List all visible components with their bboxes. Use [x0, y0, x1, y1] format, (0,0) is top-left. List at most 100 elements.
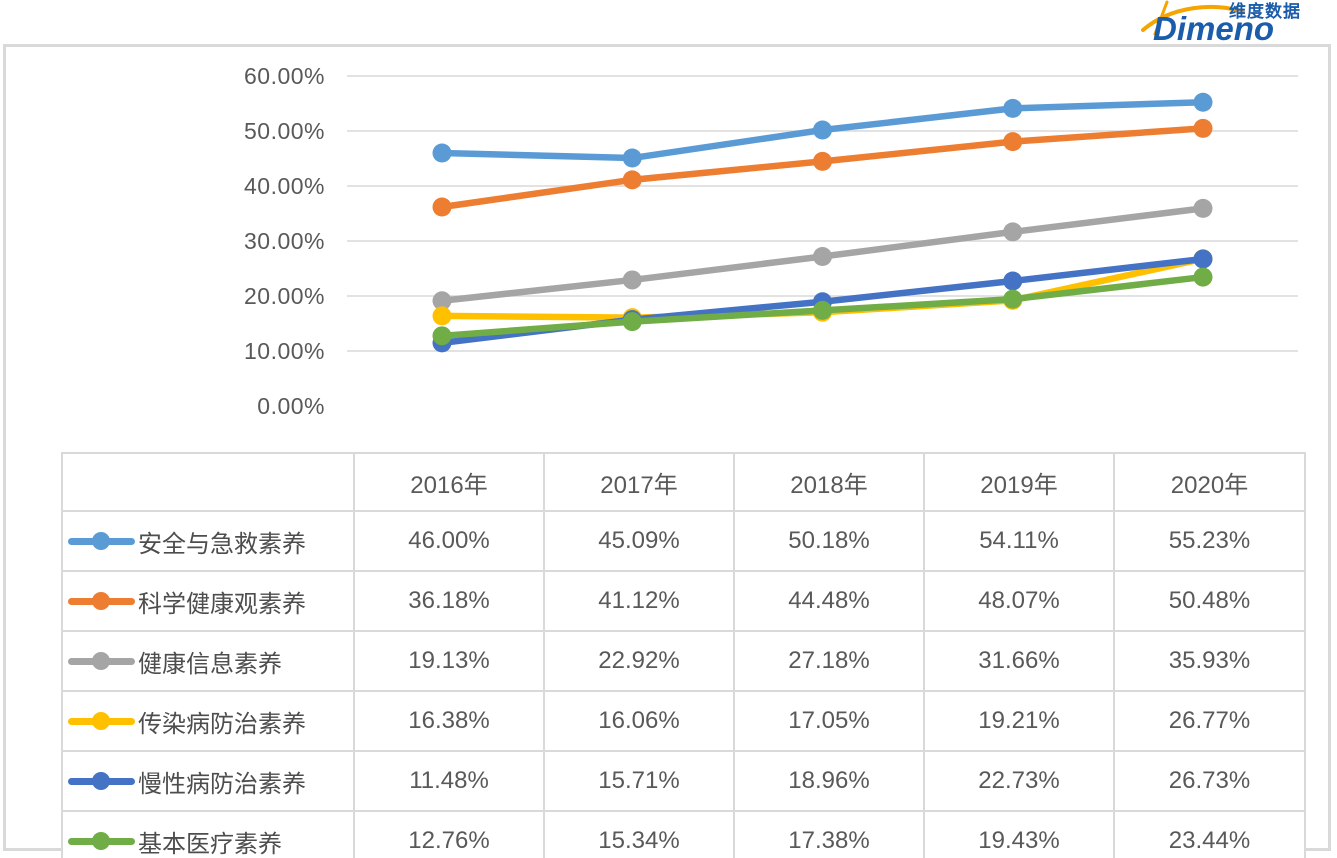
y-axis-tick-label: 10.00% — [243, 338, 325, 364]
value-cell: 18.96% — [733, 750, 925, 812]
value-cell: 17.05% — [733, 690, 925, 752]
data-point — [813, 247, 832, 267]
data-point — [622, 270, 642, 290]
value-cell: 44.48% — [733, 570, 925, 632]
table-row: 传染病防治素养 16.38% 16.06% 17.05% 19.21% 26.77% — [61, 690, 1306, 752]
y-axis-tick-label: 30.00% — [243, 228, 325, 254]
data-point — [432, 326, 452, 346]
data-point — [432, 291, 452, 311]
value-cell: 19.21% — [923, 690, 1115, 752]
table-row: 慢性病防治素养 11.48% 15.71% 18.96% 22.73% 26.73% — [61, 750, 1306, 812]
data-point — [432, 143, 452, 163]
year-header: 2018年 — [733, 452, 925, 512]
table-row: 健康信息素养 19.13% 22.92% 27.18% 31.66% 35.93% — [61, 630, 1306, 692]
value-cell: 22.92% — [543, 630, 735, 692]
value-cell: 50.18% — [733, 510, 925, 572]
data-point — [1003, 222, 1023, 242]
table-header-row: 2016年 2017年 2018年 2019年 2020年 — [61, 452, 1306, 512]
logo-swoosh-tail-icon — [1153, 0, 1169, 36]
series-label-cell: 慢性病防治素养 — [61, 750, 355, 812]
table-row: 安全与急救素养 46.00% 45.09% 50.18% 54.11% 55.23% — [61, 510, 1306, 572]
series-name: 传染病防治素养 — [138, 710, 306, 738]
data-point — [1193, 267, 1213, 287]
value-cell: 31.66% — [923, 630, 1115, 692]
y-axis-tick-label: 20.00% — [243, 283, 325, 309]
value-cell: 23.44% — [1113, 810, 1306, 858]
value-cell: 35.93% — [1113, 630, 1306, 692]
logo-brand-cn-text: 维度数据 — [1229, 1, 1301, 21]
series-label-cell: 传染病防治素养 — [61, 690, 355, 752]
value-cell: 46.00% — [353, 510, 545, 572]
series-label-cell: 健康信息素养 — [61, 630, 355, 692]
series-name: 慢性病防治素养 — [138, 770, 306, 798]
data-point — [622, 312, 642, 332]
series-label-cell: 安全与急救素养 — [61, 510, 355, 572]
value-cell: 16.06% — [543, 690, 735, 752]
data-point — [1003, 271, 1023, 291]
value-cell: 15.71% — [543, 750, 735, 812]
dimeno-logo: Dimeno 维度数据 — [1137, 0, 1333, 47]
logo-swoosh-icon — [1141, 4, 1245, 32]
value-cell: 15.34% — [543, 810, 735, 858]
data-point — [1003, 98, 1023, 118]
value-cell: 22.73% — [923, 750, 1115, 812]
series-label-cell: 基本医疗素养 — [61, 810, 355, 858]
data-point — [1003, 132, 1023, 152]
value-cell: 54.11% — [923, 510, 1115, 572]
legend-marker-icon — [68, 711, 135, 731]
value-cell: 48.07% — [923, 570, 1115, 632]
data-table: 2016年 2017年 2018年 2019年 2020年 安全与急救素养 46.00% 4… — [61, 452, 1306, 858]
y-axis-tick-label: 60.00% — [243, 63, 325, 89]
value-cell: 55.23% — [1113, 510, 1306, 572]
data-point — [813, 300, 832, 320]
value-cell: 26.73% — [1113, 750, 1306, 812]
data-point — [813, 120, 832, 140]
series-label-cell: 科学健康观素养 — [61, 570, 355, 632]
value-cell: 11.48% — [353, 750, 545, 812]
y-axis-tick-label: 40.00% — [243, 173, 325, 199]
table-row: 科学健康观素养 36.18% 41.12% 44.48% 48.07% 50.48% — [61, 570, 1306, 632]
series-name: 健康信息素养 — [138, 650, 282, 678]
line-chart — [347, 75, 1298, 353]
data-point — [432, 197, 452, 217]
legend-marker-icon — [68, 531, 135, 551]
y-axis-tick-label: 50.00% — [243, 118, 325, 144]
value-cell: 50.48% — [1113, 570, 1306, 632]
logo-brand-text: Dimeno — [1153, 10, 1274, 46]
value-cell: 41.12% — [543, 570, 735, 632]
series-name: 基本医疗素养 — [138, 830, 282, 858]
value-cell: 45.09% — [543, 510, 735, 572]
data-point — [622, 170, 642, 190]
data-point — [622, 148, 642, 168]
year-header: 2017年 — [543, 452, 735, 512]
data-point — [1193, 92, 1213, 112]
chart-figure: 60.00% 50.00% 40.00% 30.00% 20.00% 10.00% 0.00… — [3, 44, 1331, 858]
value-cell: 27.18% — [733, 630, 925, 692]
series-name: 安全与急救素养 — [138, 530, 306, 558]
logo-graphic: Dimeno 维度数据 — [1141, 0, 1301, 47]
value-cell: 12.76% — [353, 810, 545, 858]
year-header: 2019年 — [923, 452, 1115, 512]
year-header: 2020年 — [1113, 452, 1306, 512]
value-cell: 26.77% — [1113, 690, 1306, 752]
value-cell: 19.13% — [353, 630, 545, 692]
data-point — [1193, 198, 1213, 218]
legend-marker-icon — [68, 651, 135, 671]
legend-marker-icon — [68, 771, 135, 791]
year-header: 2016年 — [353, 452, 545, 512]
data-point — [1193, 118, 1213, 138]
value-cell: 16.38% — [353, 690, 545, 752]
table-row: 基本医疗素养 12.76% 15.34% 17.38% 19.43% 23.44% — [61, 810, 1306, 858]
data-point — [432, 306, 452, 326]
table-corner-spacer — [61, 452, 355, 512]
legend-marker-icon — [68, 831, 135, 851]
series-name: 科学健康观素养 — [138, 590, 306, 618]
data-point — [1193, 249, 1213, 269]
data-point — [1003, 289, 1023, 309]
value-cell: 17.38% — [733, 810, 925, 858]
legend-marker-icon — [68, 591, 135, 611]
value-cell: 36.18% — [353, 570, 545, 632]
data-point — [813, 151, 832, 171]
value-cell: 19.43% — [923, 810, 1115, 858]
